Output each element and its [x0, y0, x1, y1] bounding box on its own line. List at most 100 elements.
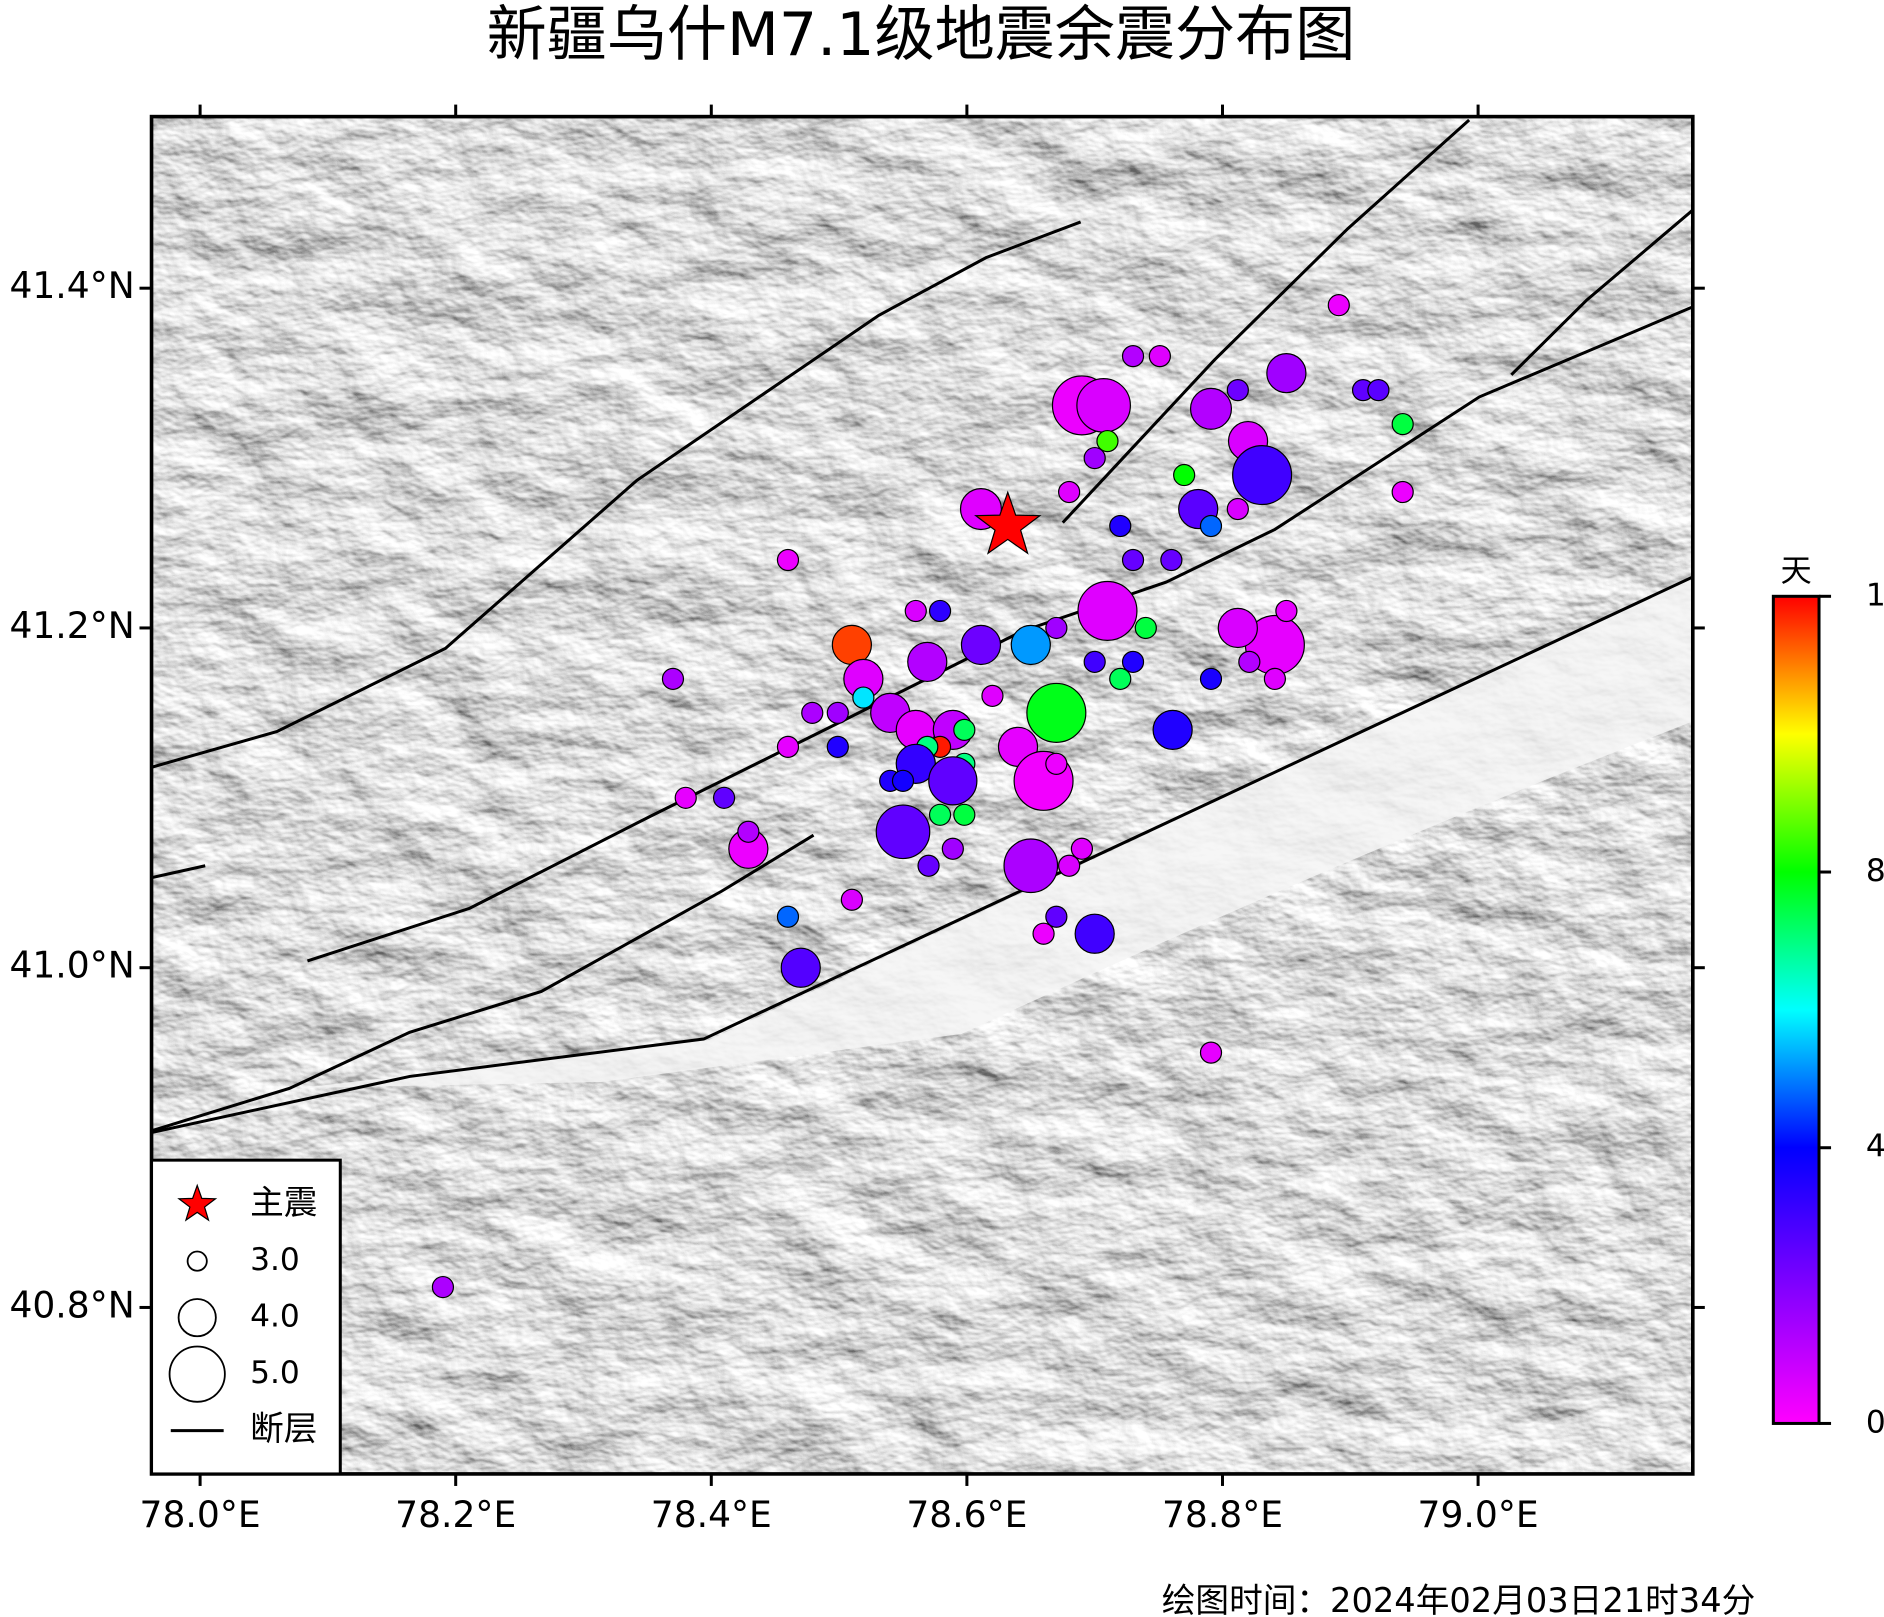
aftershock — [1266, 352, 1307, 394]
aftershock — [1391, 412, 1414, 436]
aftershock — [1367, 378, 1390, 402]
legend-size — [168, 1345, 226, 1403]
aftershock — [776, 905, 800, 928]
colorbar-tick-label: 8 — [1866, 853, 1884, 889]
fault-line — [151, 864, 206, 880]
colorbar — [1771, 594, 1821, 1425]
aftershock — [1263, 667, 1287, 691]
aftershock — [953, 803, 976, 826]
aftershock — [1134, 616, 1157, 640]
aftershock — [1217, 607, 1258, 649]
aftershock — [1026, 682, 1087, 743]
aftershock — [875, 804, 931, 860]
legend-label: 断层 — [250, 1409, 317, 1448]
aftershock — [1058, 480, 1081, 504]
aftershock — [1160, 548, 1183, 572]
aftershock — [1199, 667, 1223, 691]
aftershock — [431, 1275, 455, 1299]
aftershock — [1070, 837, 1094, 860]
aftershock — [1238, 650, 1261, 674]
y-tick-label: 41.2°N — [9, 605, 134, 647]
aftershock — [1275, 599, 1298, 623]
x-tick-label: 78.8°E — [1162, 1494, 1283, 1536]
aftershock — [1327, 294, 1350, 317]
aftershock — [1152, 709, 1193, 751]
aftershock — [1173, 463, 1196, 487]
basemap — [151, 116, 1693, 1474]
legend-star — [177, 1183, 218, 1222]
colorbar-tick-label: 12 — [1866, 577, 1884, 613]
legend: 主震 3.0 4.0 5.0 断层 — [150, 1158, 342, 1476]
colorbar-label: 天 — [1781, 553, 1812, 589]
aftershock — [928, 756, 978, 806]
fault-line — [1061, 118, 1471, 524]
aftershock — [1074, 913, 1115, 954]
aftershock — [831, 624, 873, 666]
aftershock — [960, 624, 1002, 666]
aftershock — [1199, 1041, 1223, 1064]
aftershock — [1058, 854, 1081, 877]
aftershock — [1083, 446, 1106, 470]
y-tick-label: 40.8°N — [9, 1284, 134, 1326]
aftershock — [904, 599, 927, 623]
aftershock — [674, 786, 697, 809]
data-layer — [151, 118, 1693, 1299]
aftershock — [907, 641, 948, 683]
aftershock — [1226, 497, 1249, 521]
fault-line — [1510, 208, 1693, 376]
aftershock — [917, 854, 940, 877]
aftershock — [928, 803, 952, 826]
aftershock — [1109, 667, 1132, 691]
aftershock — [801, 701, 824, 725]
aftershock — [891, 769, 915, 792]
aftershock — [1109, 514, 1132, 538]
legend-label: 4.0 — [250, 1299, 300, 1335]
aftershock — [826, 701, 849, 725]
aftershock — [1189, 387, 1233, 430]
aftershock — [1121, 345, 1145, 368]
aftershock — [776, 735, 800, 758]
map-title: 新疆乌什M7.1级地震余震分布图 — [487, 0, 1356, 70]
mainshock — [974, 490, 1042, 555]
aftershock — [1226, 378, 1249, 402]
x-tick-label: 78.4°E — [651, 1494, 772, 1536]
aftershock — [1045, 905, 1068, 928]
footer: 绘图时间：2024年02月03日21时34分 — [1162, 1581, 1756, 1617]
aftershock — [1199, 514, 1223, 538]
aftershock — [1003, 838, 1059, 894]
aftershock — [1083, 650, 1106, 674]
aftershock — [941, 837, 964, 860]
aftershock — [928, 599, 952, 623]
aftershock — [1045, 616, 1068, 640]
aftershock — [840, 888, 863, 911]
colorbar-tick-label: 4 — [1866, 1129, 1884, 1165]
aftershock — [852, 686, 875, 709]
fault-line — [151, 220, 1082, 769]
y-tick-label: 41.4°N — [9, 265, 134, 307]
fault-line — [151, 833, 815, 1133]
colorbar-tick-label: 0 — [1866, 1404, 1884, 1440]
aftershock — [826, 735, 849, 758]
aftershock — [1232, 445, 1293, 506]
legend-label: 3.0 — [250, 1242, 300, 1278]
x-tick-label: 78.0°E — [140, 1494, 261, 1536]
aftershock — [1077, 580, 1138, 642]
aftershock — [1121, 650, 1145, 674]
aftershock — [1096, 429, 1119, 453]
aftershock — [1391, 480, 1414, 504]
aftershock — [661, 667, 685, 691]
y-tick-label: 41.0°N — [9, 945, 134, 987]
aftershock — [953, 718, 976, 741]
legend-label: 主震 — [250, 1183, 317, 1222]
aftershock — [1076, 378, 1131, 433]
aftershock — [1032, 922, 1055, 945]
aftershock — [1121, 548, 1145, 572]
aftershock — [712, 786, 736, 809]
fault-line — [151, 575, 1693, 1134]
aftershock — [737, 820, 760, 843]
aftershock — [780, 947, 821, 988]
x-tick-label: 78.2°E — [395, 1494, 516, 1536]
aftershock — [981, 684, 1004, 708]
